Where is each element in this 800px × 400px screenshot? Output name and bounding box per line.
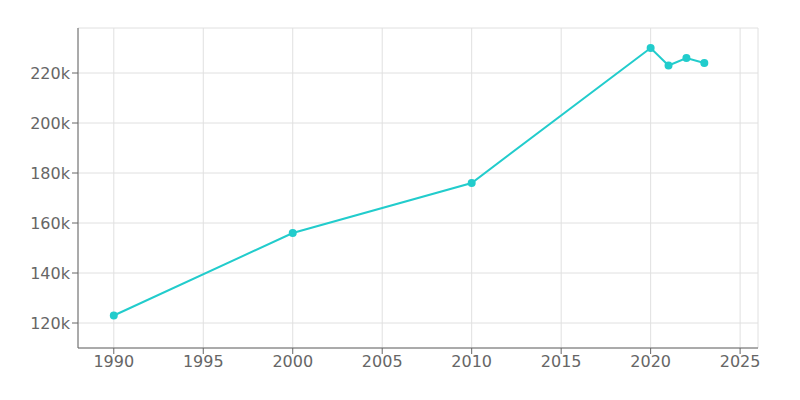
svg-text:2020: 2020 <box>630 352 671 371</box>
svg-text:2015: 2015 <box>541 352 582 371</box>
svg-text:180k: 180k <box>30 164 71 183</box>
svg-text:200k: 200k <box>30 114 71 133</box>
svg-text:2025: 2025 <box>720 352 761 371</box>
svg-text:140k: 140k <box>30 264 71 283</box>
svg-text:1995: 1995 <box>183 352 224 371</box>
svg-text:160k: 160k <box>30 214 71 233</box>
svg-text:1990: 1990 <box>93 352 134 371</box>
svg-text:2005: 2005 <box>362 352 403 371</box>
svg-text:220k: 220k <box>30 64 71 83</box>
svg-text:120k: 120k <box>30 314 71 333</box>
svg-text:2010: 2010 <box>451 352 492 371</box>
svg-text:2000: 2000 <box>272 352 313 371</box>
